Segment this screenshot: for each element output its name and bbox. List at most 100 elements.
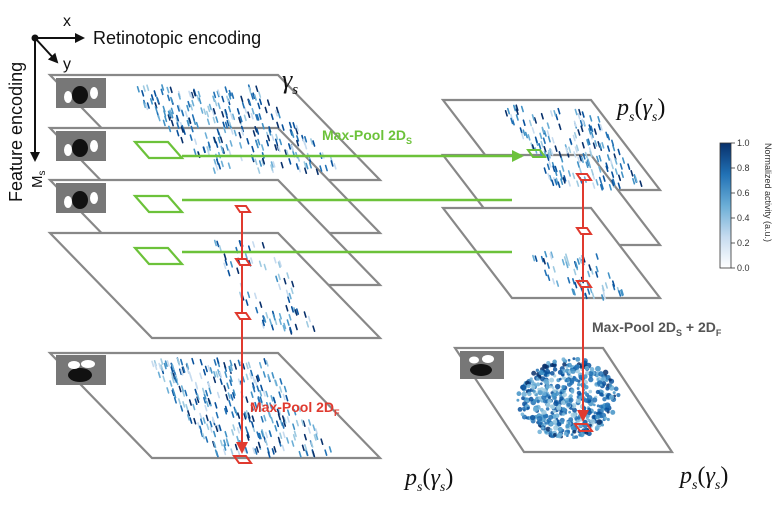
- activity-mark: [237, 412, 241, 419]
- activity-mark: [546, 361, 551, 366]
- activity-mark: [312, 325, 316, 332]
- activity-mark: [186, 104, 190, 112]
- activity-mark: [196, 396, 200, 403]
- activity-mark: [164, 360, 168, 367]
- activity-mark: [312, 140, 316, 147]
- activity-mark: [533, 117, 537, 124]
- ms-label: Ms: [29, 171, 48, 189]
- activity-mark: [238, 131, 242, 139]
- activity-mark: [549, 377, 555, 383]
- activity-mark: [552, 165, 556, 172]
- activity-mark: [605, 386, 610, 391]
- stimulus-light-blob: [64, 91, 72, 103]
- activity-mark: [579, 120, 583, 127]
- activity-mark: [213, 239, 218, 247]
- activity-mark: [570, 425, 576, 430]
- activity-mark: [521, 132, 525, 140]
- activity-mark: [228, 89, 232, 97]
- activity-mark: [556, 433, 562, 439]
- activity-mark: [226, 95, 230, 103]
- activity-mark: [230, 448, 234, 455]
- activity-mark: [567, 180, 571, 187]
- stimulus-light-blob: [68, 361, 80, 369]
- activity-mark: [520, 105, 524, 113]
- activity-mark: [550, 251, 554, 259]
- activity-mark: [246, 137, 250, 145]
- activity-mark: [250, 391, 254, 399]
- activity-mark: [596, 155, 600, 163]
- activity-mark: [579, 424, 583, 428]
- activity-mark: [546, 130, 550, 137]
- activity-mark: [283, 417, 287, 424]
- activity-mark: [196, 393, 200, 400]
- activity-mark: [162, 119, 166, 127]
- activity-mark: [222, 121, 226, 129]
- activity-mark: [221, 95, 225, 103]
- activity-mark: [192, 89, 197, 97]
- activity-mark: [199, 358, 203, 366]
- activity-mark: [245, 373, 249, 381]
- activity-mark: [558, 151, 562, 158]
- activity-mark: [312, 450, 316, 458]
- activity-mark: [263, 263, 267, 271]
- activity-mark: [167, 110, 171, 118]
- activity-mark: [545, 384, 551, 389]
- activity-mark: [324, 164, 328, 172]
- activity-mark: [213, 91, 217, 99]
- activity-mark: [560, 420, 565, 425]
- activity-mark: [538, 375, 542, 379]
- activity-mark: [545, 426, 551, 432]
- activity-mark: [526, 406, 530, 410]
- activity-mark: [295, 419, 299, 427]
- activity-mark: [586, 139, 590, 146]
- activity-mark: [575, 368, 580, 374]
- activity-mark: [176, 105, 180, 112]
- activity-mark: [310, 441, 314, 448]
- activity-mark: [248, 87, 252, 94]
- activity-mark: [189, 103, 194, 111]
- activity-mark: [264, 106, 268, 114]
- activity-mark: [252, 92, 256, 100]
- activity-mark: [258, 160, 262, 167]
- activity-mark: [598, 166, 602, 173]
- activity-mark: [561, 407, 566, 412]
- right-activity-dots: [504, 104, 643, 301]
- activity-mark: [170, 119, 174, 127]
- activity-mark: [218, 424, 222, 432]
- stimulus-light-blob: [469, 356, 479, 364]
- activity-mark: [532, 406, 539, 412]
- activity-mark: [594, 425, 600, 431]
- activity-mark: [580, 125, 584, 133]
- activity-mark: [276, 408, 280, 416]
- activity-mark: [233, 129, 237, 137]
- activity-mark: [215, 425, 219, 433]
- activity-mark: [557, 426, 563, 433]
- activity-mark: [585, 161, 589, 168]
- activity-mark: [169, 380, 173, 387]
- activity-mark: [561, 412, 565, 416]
- activity-mark: [560, 155, 564, 163]
- activity-mark: [263, 414, 267, 422]
- activity-mark: [186, 414, 191, 421]
- activity-mark: [270, 416, 274, 424]
- activity-mark: [566, 378, 570, 382]
- red-cell: [234, 205, 252, 213]
- maxpool-feature-left: Max-Pool 2DF: [232, 205, 340, 464]
- activity-mark: [592, 182, 596, 189]
- activity-mark: [283, 277, 287, 285]
- activity-mark: [531, 114, 535, 121]
- activity-mark: [245, 396, 249, 403]
- activity-mark: [584, 370, 590, 376]
- stimulus-light-blob: [90, 192, 98, 204]
- activity-mark: [241, 375, 246, 383]
- activity-mark: [223, 439, 227, 447]
- activity-mark: [203, 108, 207, 115]
- activity-mark: [313, 434, 317, 441]
- activity-mark: [618, 290, 622, 297]
- activity-mark: [602, 292, 606, 300]
- activity-mark: [597, 123, 601, 131]
- activity-mark: [292, 122, 296, 129]
- activity-mark: [535, 368, 540, 372]
- activity-mark: [305, 162, 309, 170]
- activity-mark: [259, 301, 263, 308]
